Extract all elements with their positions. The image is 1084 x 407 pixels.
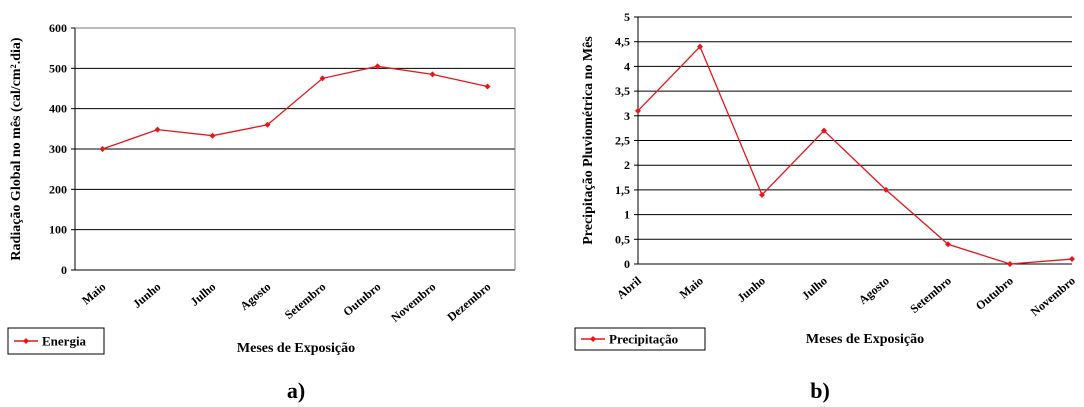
data-point <box>484 83 491 90</box>
series-line <box>102 65 488 150</box>
x-tick-label: Dezembro <box>444 280 493 324</box>
x-axis-title: Meses de Exposição <box>806 332 924 347</box>
axes <box>71 27 516 271</box>
axes <box>634 16 1072 265</box>
y-tick-label: 100 <box>49 223 67 237</box>
y-tick-label: 3 <box>624 109 630 123</box>
y-tick-label: 4,5 <box>615 35 630 49</box>
x-axis-title: Meses de Exposição <box>237 341 355 356</box>
x-tick-label: Junho <box>130 280 164 311</box>
series-energia <box>99 63 491 152</box>
legend-label-energia: Energia <box>42 334 87 349</box>
legend-label-precipitacao: Precipitação <box>609 332 678 347</box>
x-tick-labels: Abril Maio Junho Julho Agosto Setembro Outubro… <box>614 273 1078 319</box>
chart-radiation: 0 100 200 300 400 500 600 Maio Junho Julho Agosto… <box>7 21 516 403</box>
data-point <box>1069 256 1075 263</box>
data-point <box>154 126 161 133</box>
x-tick-label: Junho <box>734 274 768 305</box>
data-point <box>759 191 765 198</box>
data-point <box>945 241 951 248</box>
y-tick-label: 0 <box>624 257 630 271</box>
x-tick-label: Julho <box>187 280 218 309</box>
x-tick-labels: Maio Junho Julho Agosto Setembro Outubro Novem… <box>79 280 493 325</box>
x-tick-label: Outubro <box>340 280 383 319</box>
y-tick-label: 1 <box>624 208 630 222</box>
legend-marker-swatch <box>590 336 596 342</box>
y-tick-labels: 0 0,5 1 1,5 2 2,5 3 3,5 4 4,5 5 <box>615 10 630 271</box>
data-point <box>264 121 271 128</box>
y-tick-label: 5 <box>624 10 630 24</box>
series-line <box>637 45 1073 265</box>
x-tick-label: Setembro <box>282 280 329 322</box>
y-tick-label: 3,5 <box>615 84 630 98</box>
y-tick-label: 2 <box>624 158 630 172</box>
data-point <box>821 127 827 134</box>
data-point <box>697 43 703 50</box>
y-tick-label: 0,5 <box>615 232 630 246</box>
y-tick-label: 500 <box>49 61 67 75</box>
data-point <box>883 186 889 193</box>
data-point <box>374 63 381 70</box>
legend: Precipitação <box>574 327 706 351</box>
x-tick-label: Maio <box>676 274 705 302</box>
series-precipitacao <box>635 43 1075 267</box>
y-tick-label: 4 <box>624 59 630 73</box>
data-point <box>99 146 106 152</box>
grid-lines <box>75 27 515 231</box>
y-tick-labels: 0 100 200 300 400 500 600 <box>49 21 67 277</box>
y-tick-label: 0 <box>61 263 67 277</box>
data-point <box>1007 261 1013 267</box>
data-point <box>209 132 216 139</box>
y-tick-label: 600 <box>49 21 67 35</box>
y-tick-label: 300 <box>49 142 67 156</box>
data-point <box>429 71 436 78</box>
chart-caption-a: a) <box>287 378 305 403</box>
legend-box <box>574 327 706 351</box>
y-axis-title: Radiação Global no mês (cal/cm².dia) <box>9 37 24 260</box>
x-tick-label: Novembro <box>1028 274 1078 319</box>
x-tick-label: Outubro <box>973 274 1016 313</box>
y-tick-label: 200 <box>49 182 67 196</box>
x-tick-label: Abril <box>614 273 644 302</box>
legend: Energia <box>7 327 105 355</box>
data-point <box>319 75 326 82</box>
y-axis-title: Precipitação Pluviométrica no Mês <box>581 36 596 245</box>
x-tick-label: Agosto <box>856 274 892 307</box>
data-point <box>635 107 641 114</box>
grid-lines <box>638 16 1072 240</box>
legend-marker-swatch <box>23 338 29 344</box>
chart-caption-b: b) <box>810 378 830 403</box>
x-tick-label: Novembro <box>388 280 438 325</box>
y-tick-label: 1,5 <box>615 183 630 197</box>
x-tick-label: Maio <box>79 280 108 308</box>
y-tick-label: 2,5 <box>615 134 630 148</box>
y-tick-label: 400 <box>49 102 67 116</box>
x-tick-label: Julho <box>799 274 830 303</box>
x-tick-label: Agosto <box>237 280 273 313</box>
x-tick-label: Setembro <box>907 274 954 316</box>
chart-precipitation: 0 0,5 1 1,5 2 2,5 3 3,5 4 4,5 5 Abril Maio Junho Julh… <box>574 10 1078 403</box>
